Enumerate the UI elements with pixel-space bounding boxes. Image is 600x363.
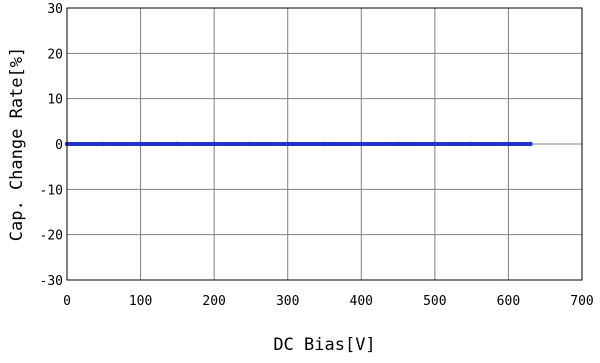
x-axis-ticks: 0 100 200 300 400 500 600 700 bbox=[63, 294, 594, 309]
x-tick-label: 300 bbox=[276, 294, 299, 309]
data-point bbox=[211, 141, 217, 147]
data-point bbox=[469, 141, 474, 147]
data-point bbox=[248, 141, 254, 147]
y-tick-label: 10 bbox=[47, 93, 63, 108]
y-tick-label: -20 bbox=[40, 229, 63, 244]
data-point bbox=[138, 141, 143, 147]
y-tick-label: -30 bbox=[40, 274, 63, 289]
x-tick-label: 600 bbox=[497, 294, 520, 309]
data-point bbox=[285, 141, 290, 147]
x-tick-label: 200 bbox=[202, 294, 225, 309]
y-axis-label: Cap. Change Rate[%] bbox=[7, 47, 27, 241]
y-tick-label: 20 bbox=[47, 47, 63, 62]
data-point bbox=[432, 141, 438, 147]
x-tick-label: 700 bbox=[570, 294, 593, 309]
y-tick-label: 0 bbox=[55, 138, 63, 153]
y-tick-label: -10 bbox=[40, 183, 63, 198]
data-point bbox=[359, 141, 364, 147]
x-tick-label: 500 bbox=[423, 294, 446, 309]
data-point bbox=[395, 141, 401, 147]
data-point bbox=[322, 141, 327, 147]
data-point bbox=[101, 141, 106, 147]
x-tick-label: 100 bbox=[129, 294, 152, 309]
data-point bbox=[528, 141, 533, 147]
series-layer bbox=[64, 141, 533, 147]
x-tick-label: 400 bbox=[350, 294, 373, 309]
data-point bbox=[506, 141, 511, 147]
x-axis-label: DC Bias[V] bbox=[273, 335, 375, 355]
y-tick-label: 30 bbox=[47, 2, 63, 17]
plot-frame bbox=[66, 7, 583, 281]
x-tick-label: 0 bbox=[63, 294, 71, 309]
y-axis-ticks: 30 20 10 0 -10 -20 -30 bbox=[40, 2, 63, 289]
data-point bbox=[175, 141, 180, 147]
